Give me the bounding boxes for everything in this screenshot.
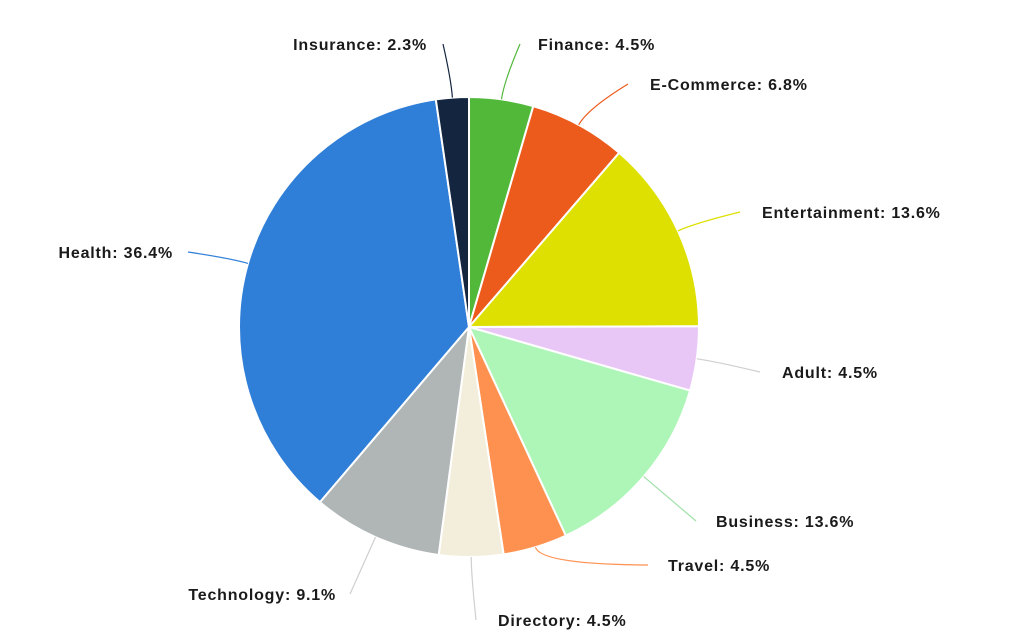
leader-line-directory bbox=[470, 556, 477, 621]
slice-label-technology: Technology: 9.1% bbox=[188, 587, 336, 604]
leader-line-health bbox=[187, 251, 249, 264]
leader-line-insurance bbox=[442, 43, 453, 98]
leader-line-travel bbox=[534, 546, 649, 566]
slice-label-health: Health: 36.4% bbox=[59, 245, 173, 262]
leader-line-finance bbox=[500, 43, 521, 100]
slice-label-e-commerce: E-Commerce: 6.8% bbox=[650, 77, 808, 94]
pie-slice-insurance[interactable] bbox=[434, 95, 470, 328]
slice-label-insurance: Insurance: 2.3% bbox=[293, 37, 427, 54]
slice-label-directory: Directory: 4.5% bbox=[498, 613, 627, 630]
slice-label-travel: Travel: 4.5% bbox=[668, 558, 770, 575]
pie-slice-technology[interactable] bbox=[318, 323, 471, 557]
slice-label-entertainment: Entertainment: 13.6% bbox=[762, 205, 941, 222]
leader-lines-layer bbox=[187, 43, 761, 621]
leader-line-adult bbox=[696, 358, 761, 373]
slice-label-business: Business: 13.6% bbox=[716, 514, 854, 531]
slice-label-finance: Finance: 4.5% bbox=[538, 37, 655, 54]
slices-layer bbox=[238, 95, 701, 558]
pie-slice-business[interactable] bbox=[467, 325, 692, 537]
leader-line-e-commerce bbox=[578, 83, 629, 126]
leader-line-entertainment bbox=[677, 211, 741, 232]
leader-line-business bbox=[643, 476, 697, 522]
slice-label-adult: Adult: 4.5% bbox=[782, 365, 878, 382]
labels-layer: Finance: 4.5% E-Commerce: 6.8% Entertainme… bbox=[59, 37, 941, 630]
leader-line-technology bbox=[349, 536, 377, 595]
